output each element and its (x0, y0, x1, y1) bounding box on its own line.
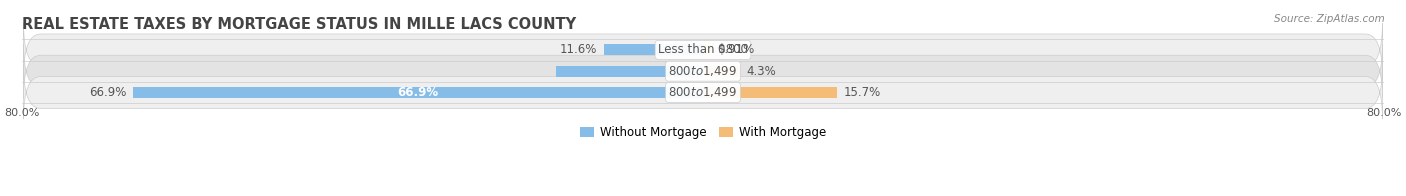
FancyBboxPatch shape (24, 66, 1382, 119)
Text: 4.3%: 4.3% (747, 65, 776, 78)
Text: 11.6%: 11.6% (560, 44, 598, 56)
Text: Source: ZipAtlas.com: Source: ZipAtlas.com (1274, 14, 1385, 24)
Text: $800 to $1,499: $800 to $1,499 (668, 64, 738, 78)
Bar (703, 66, 740, 77)
Legend: Without Mortgage, With Mortgage: Without Mortgage, With Mortgage (581, 126, 825, 139)
Bar (555, 66, 703, 77)
Text: REAL ESTATE TAXES BY MORTGAGE STATUS IN MILLE LACS COUNTY: REAL ESTATE TAXES BY MORTGAGE STATUS IN … (22, 16, 576, 32)
Bar (134, 87, 703, 98)
Text: $800 to $1,499: $800 to $1,499 (668, 85, 738, 100)
Text: 66.9%: 66.9% (398, 86, 439, 99)
FancyBboxPatch shape (24, 45, 1382, 98)
FancyBboxPatch shape (24, 23, 1382, 76)
Bar (605, 44, 703, 55)
Text: 66.9%: 66.9% (89, 86, 127, 99)
Bar (703, 44, 711, 55)
Text: 0.91%: 0.91% (717, 44, 755, 56)
Bar (703, 87, 837, 98)
Text: Less than $800: Less than $800 (658, 44, 748, 56)
Text: 15.7%: 15.7% (844, 86, 880, 99)
